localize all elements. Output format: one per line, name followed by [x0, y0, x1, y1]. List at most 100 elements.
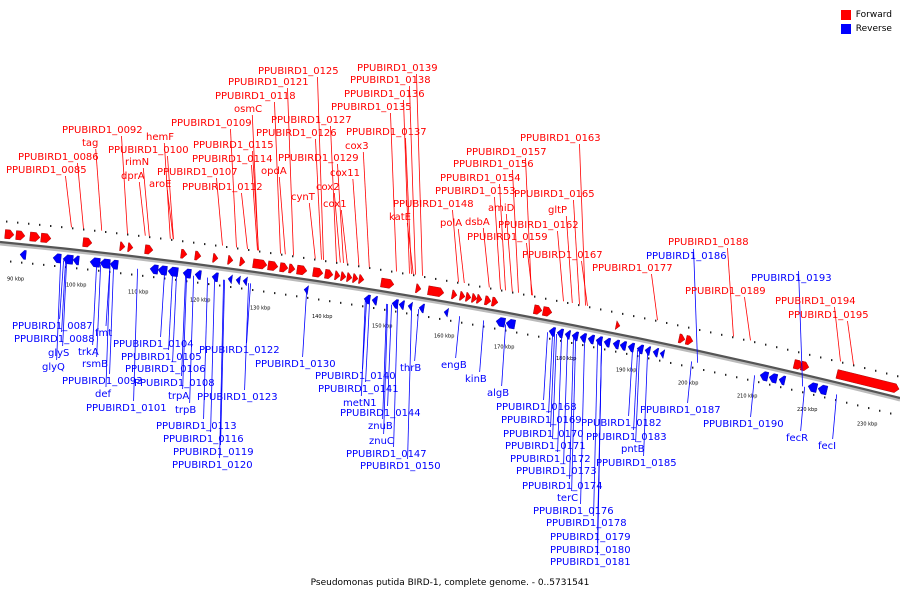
lower-tick	[516, 331, 518, 334]
upper-tick	[380, 268, 382, 271]
reverse-swatch	[840, 24, 851, 34]
lower-tick	[868, 407, 870, 410]
forward-gene-label: PPUBIRD1_0086	[18, 152, 99, 163]
reverse-gene-label: PPUBIRD1_0187	[640, 405, 721, 416]
reverse-gene-label: PPUBIRD1_0108	[134, 378, 215, 389]
forward-leader-line	[505, 213, 513, 292]
upper-tick	[842, 361, 844, 364]
scale-label: 150 kbp	[372, 324, 392, 330]
forward-gene-label: polA	[440, 218, 462, 229]
forward-leader-line	[409, 85, 416, 275]
reverse-gene-label: PPUBIRD1_0147	[346, 449, 427, 460]
upper-tick	[193, 241, 195, 244]
forward-leader-line	[406, 222, 414, 275]
lower-tick	[230, 286, 232, 289]
upper-tick	[138, 234, 140, 237]
forward-gene-label: PPUBIRD1_0085	[6, 165, 87, 176]
reverse-gene-feature	[579, 333, 588, 343]
lower-tick	[43, 263, 45, 266]
forward-gene-label: PPUBIRD1_0112	[182, 182, 263, 193]
lower-tick	[142, 274, 144, 277]
reverse-leader-line	[597, 342, 602, 556]
upper-tick	[776, 346, 778, 349]
upper-tick	[347, 263, 349, 266]
forward-leader-line	[166, 189, 174, 240]
reverse-gene-label: PPUBIRD1_0105	[121, 352, 202, 363]
reverse-gene-label: pntB	[621, 444, 645, 455]
reverse-leader-line	[387, 304, 392, 407]
lower-tick	[285, 293, 287, 296]
scale-label: 220 kbp	[797, 407, 817, 413]
upper-tick	[468, 283, 470, 286]
upper-tick	[446, 279, 448, 282]
forward-gene-feature	[194, 250, 202, 261]
forward-leader-line	[274, 101, 281, 254]
upper-tick	[820, 356, 822, 359]
upper-tick	[556, 299, 558, 302]
forward-leader-line	[251, 164, 258, 251]
scale-label: 110 kbp	[128, 290, 148, 296]
reverse-gene-feature	[571, 331, 580, 342]
legend-forward-label: Forward	[855, 10, 892, 20]
forward-gene-feature	[267, 260, 279, 271]
reverse-gene-feature	[227, 274, 233, 285]
forward-leader-line	[847, 320, 854, 365]
upper-tick	[545, 297, 547, 300]
lower-tick	[318, 298, 320, 301]
upper-tick	[754, 341, 756, 344]
forward-gene-feature	[352, 273, 359, 283]
reverse-leader-line	[109, 265, 114, 375]
reverse-gene-feature	[817, 384, 829, 396]
upper-tick	[622, 312, 624, 315]
lower-tick	[439, 317, 441, 320]
forward-swatch	[840, 10, 851, 20]
forward-leader-line	[525, 157, 532, 296]
upper-tick	[402, 272, 404, 275]
reverse-gene-label: fecR	[786, 433, 808, 444]
reverse-leader-line	[59, 260, 64, 320]
lower-tick	[362, 305, 364, 308]
reverse-leader-line	[557, 334, 562, 453]
lower-tick	[131, 273, 133, 276]
lower-tick	[527, 333, 529, 336]
forward-leader-line	[65, 175, 72, 228]
forward-leader-line	[340, 209, 348, 264]
upper-tick	[655, 319, 657, 322]
reverse-leader-line	[750, 375, 755, 418]
upper-tick	[215, 244, 217, 247]
forward-gene-label: cox2	[316, 182, 340, 193]
forward-gene-label: dprA	[121, 171, 145, 182]
reverse-leader-line	[160, 272, 165, 338]
upper-tick	[886, 372, 888, 375]
reverse-gene-feature	[418, 303, 425, 314]
reverse-gene-feature	[303, 285, 309, 296]
forward-leader-line	[651, 273, 658, 321]
forward-gene-label: PPUBIRD1_0156	[453, 159, 534, 170]
reverse-gene-feature	[167, 266, 179, 277]
forward-gene-label: PPUBIRD1_0194	[775, 296, 856, 307]
upper-tick	[589, 306, 591, 309]
forward-gene-label: PPUBIRD1_0137	[346, 127, 427, 138]
reverse-leader-line	[220, 279, 225, 446]
forward-gene-label: PPUBIRD1_0153	[435, 186, 516, 197]
reverse-gene-label: PPUBIRD1_0174	[522, 481, 603, 492]
lower-tick	[692, 366, 694, 369]
forward-leader-line	[482, 227, 490, 288]
forward-gene-label: hemF	[146, 132, 174, 143]
lower-tick	[802, 391, 804, 394]
forward-gene-label: gltP	[548, 205, 567, 216]
forward-gene-feature	[40, 232, 52, 243]
reverse-gene-feature	[235, 275, 241, 286]
reverse-gene-label: PPUBIRD1_0180	[550, 545, 631, 556]
reverse-gene-feature	[556, 328, 565, 339]
forward-gene-label: PPUBIRD1_0138	[350, 75, 431, 86]
upper-tick	[633, 315, 635, 318]
forward-leader-line	[362, 151, 370, 268]
lower-tick	[593, 346, 595, 349]
reverse-leader-line	[798, 270, 803, 387]
forward-gene-feature	[296, 264, 308, 276]
forward-gene-feature	[340, 271, 347, 281]
reverse-leader-line	[133, 268, 138, 402]
axis-layer: 90 kbp 100 kbp 110 kbp 120 kbp 130 kbp 140 kb…	[0, 220, 900, 427]
